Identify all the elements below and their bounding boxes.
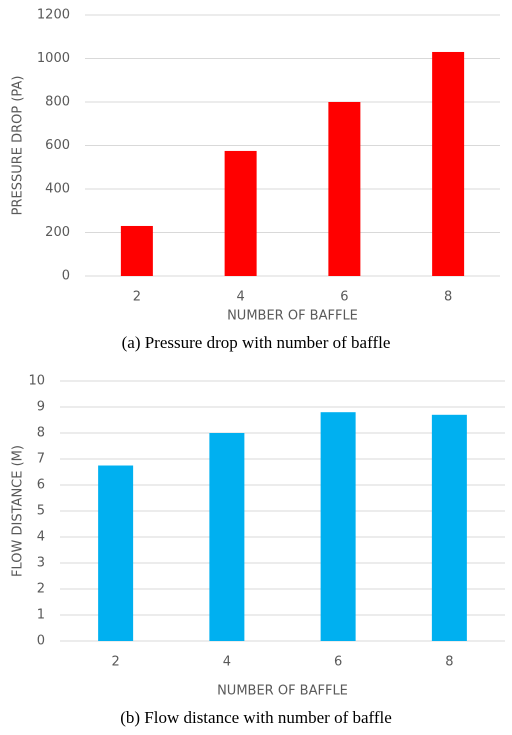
y-tick-label: 0 (62, 269, 70, 284)
y-tick-label: 400 (45, 182, 70, 197)
bar (432, 51, 465, 276)
y-tick-label: 200 (45, 225, 70, 240)
bar (120, 225, 153, 276)
y-tick-label: 4 (37, 530, 45, 545)
x-axis-label: NUMBER OF BAFFLE (217, 684, 348, 699)
x-tick-label: 4 (236, 290, 244, 305)
x-tick-label: 8 (444, 290, 452, 305)
bar (328, 102, 361, 276)
bar (98, 465, 134, 641)
y-axis-label: PRESSURE DROP (PA) (11, 76, 26, 216)
bar (431, 414, 467, 641)
y-tick-label: 0 (37, 634, 45, 649)
y-tick-label: 9 (37, 400, 45, 415)
y-tick-label: 5 (37, 504, 45, 519)
x-tick-label: 2 (133, 290, 141, 305)
y-tick-label: 7 (37, 452, 45, 467)
y-tick-label: 1 (37, 608, 45, 623)
y-tick-label: 600 (45, 138, 70, 153)
caption: (b) Flow distance with number of baffle (120, 708, 392, 727)
x-tick-label: 8 (445, 655, 453, 670)
bar (209, 433, 245, 641)
y-tick-label: 3 (37, 556, 45, 571)
y-tick-label: 8 (37, 426, 45, 441)
caption: (a) Pressure drop with number of baffle (122, 333, 391, 352)
bar (224, 150, 257, 276)
y-axis-label: FLOW DISTANCE (M) (11, 445, 26, 577)
y-tick-label: 800 (45, 95, 70, 110)
x-tick-label: 2 (111, 655, 119, 670)
y-tick-label: 1200 (37, 8, 70, 23)
x-tick-label: 6 (334, 655, 342, 670)
x-tick-label: 6 (340, 290, 348, 305)
y-tick-label: 10 (28, 374, 45, 389)
y-tick-label: 6 (37, 478, 45, 493)
y-tick-label: 1000 (37, 51, 70, 66)
bar (320, 412, 356, 641)
x-tick-label: 4 (223, 655, 231, 670)
x-axis-label: NUMBER OF BAFFLE (227, 309, 358, 324)
y-tick-label: 2 (37, 582, 45, 597)
